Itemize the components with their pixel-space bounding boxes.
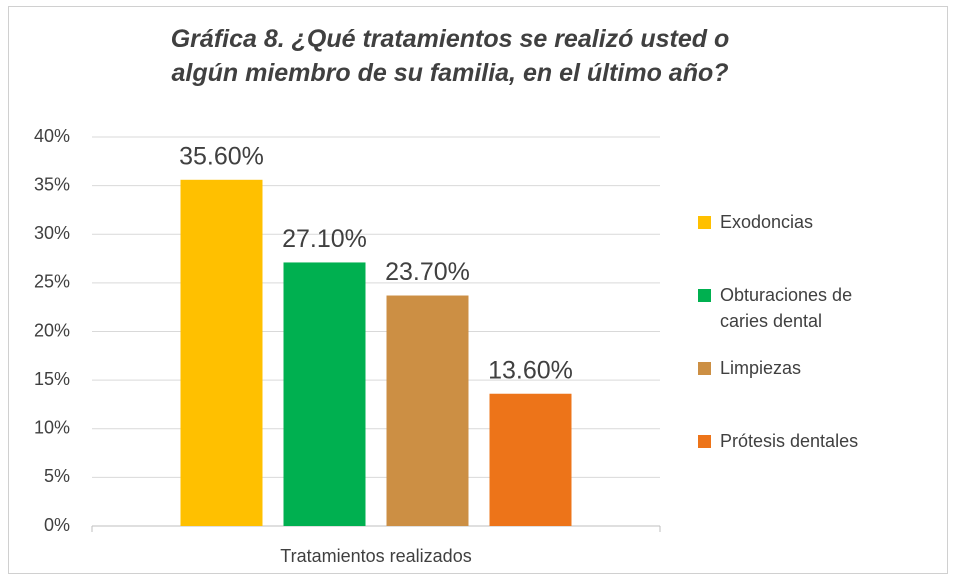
- y-tick-label: 35%: [34, 174, 70, 194]
- bar: [386, 295, 469, 526]
- legend-item: Obturaciones de caries dental: [698, 282, 898, 334]
- y-tick-label: 0%: [44, 515, 70, 535]
- legend-item: Limpiezas: [698, 355, 898, 381]
- legend-label: Exodoncias: [720, 212, 814, 232]
- data-label: 23.70%: [385, 258, 470, 286]
- y-tick-label: 5%: [44, 466, 70, 486]
- y-tick-label: 15%: [34, 369, 70, 389]
- data-label: 13.60%: [488, 356, 573, 384]
- bar: [180, 179, 263, 527]
- legend-label: Prótesis dentales: [720, 431, 859, 451]
- data-label: 35.60%: [179, 142, 264, 170]
- legend-swatch: [698, 435, 711, 448]
- legend-item: Exodoncias: [698, 209, 898, 235]
- legend-swatch: [698, 216, 711, 229]
- data-label: 27.10%: [282, 225, 367, 253]
- chart-border: [8, 6, 948, 574]
- legend-swatch: [698, 362, 711, 375]
- y-tick-label: 10%: [34, 418, 70, 438]
- legend-swatch: [698, 289, 711, 302]
- chart-title: Gráfica 8. ¿Qué tratamientos se realizó …: [170, 25, 730, 87]
- y-tick-label: 40%: [34, 126, 70, 146]
- legend-item: Prótesis dentales: [698, 428, 898, 454]
- y-tick-label: 30%: [34, 223, 70, 243]
- y-tick-label: 25%: [34, 272, 70, 292]
- y-tick-label: 20%: [34, 320, 70, 340]
- bar: [489, 393, 572, 526]
- legend-label: Limpiezas: [720, 358, 802, 378]
- legend-label: Obturaciones de caries dental: [720, 285, 853, 331]
- x-tick-label: Tratamientos realizados: [280, 546, 471, 566]
- bar: [283, 262, 366, 526]
